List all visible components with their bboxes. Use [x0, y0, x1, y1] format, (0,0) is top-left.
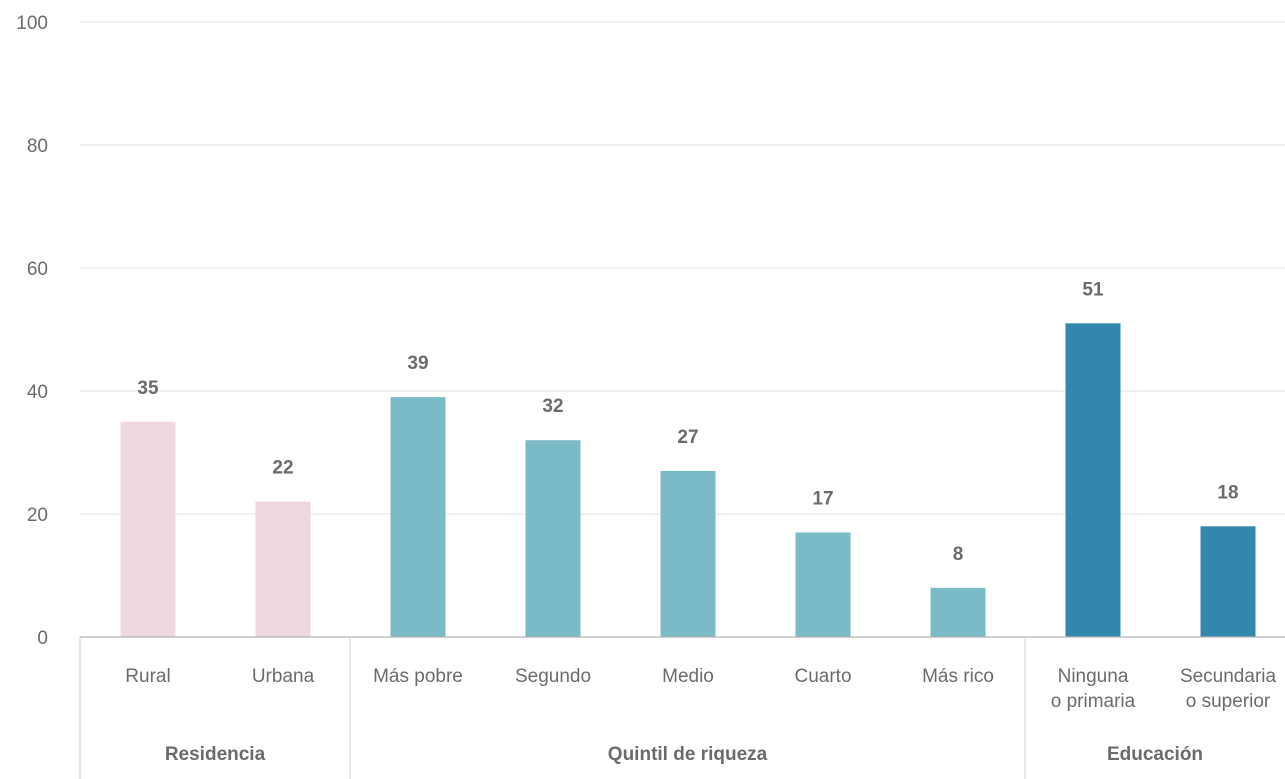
- y-tick-label: 60: [27, 259, 48, 280]
- category-label: Medio: [662, 666, 714, 687]
- category-label: Urbana: [252, 666, 315, 687]
- group-label: Residencia: [165, 744, 266, 765]
- group-label: Quintil de riqueza: [608, 744, 768, 765]
- value-label: 8: [953, 544, 964, 565]
- value-label: 51: [1082, 279, 1104, 300]
- category-label: Ninguna o primaria: [1051, 666, 1136, 712]
- value-label: 35: [137, 378, 159, 399]
- value-label: 22: [272, 458, 293, 479]
- category-label: Más rico: [922, 666, 994, 687]
- value-label: 39: [407, 353, 428, 374]
- bar: [1200, 526, 1256, 637]
- bar: [525, 440, 581, 637]
- bars: [120, 323, 1256, 637]
- category-labels: Rural Urbana Más pobre Segundo Medio Cuarto Má…: [125, 666, 1276, 712]
- y-tick-label: 40: [27, 382, 48, 403]
- y-axis-ticks: 0 20 40 60 80 100: [16, 13, 48, 649]
- category-label: Segundo: [515, 666, 591, 687]
- y-tick-label: 80: [27, 136, 48, 157]
- value-label: 32: [542, 396, 563, 417]
- bar: [390, 397, 446, 637]
- bar: [795, 532, 851, 637]
- value-label: 18: [1217, 482, 1238, 503]
- y-tick-label: 100: [16, 13, 48, 34]
- category-label: Cuarto: [794, 666, 851, 687]
- category-label: Secundaria o superior: [1180, 666, 1277, 712]
- bar: [255, 501, 311, 637]
- y-tick-label: 0: [37, 628, 48, 649]
- value-label: 17: [812, 488, 833, 509]
- group-separators: [79, 637, 1026, 779]
- group-label: Educación: [1107, 744, 1203, 765]
- bar: [120, 421, 176, 637]
- group-labels: Residencia Quintil de riqueza Educación: [165, 744, 1203, 765]
- category-label: Rural: [125, 666, 170, 687]
- value-labels: 35 22 39 32 27 17 8 51 18: [137, 279, 1238, 564]
- bar: [930, 587, 986, 637]
- bar: [1065, 323, 1121, 637]
- y-tick-label: 20: [27, 505, 48, 526]
- value-label: 27: [677, 427, 698, 448]
- bar: [660, 470, 716, 637]
- category-label: Más pobre: [373, 666, 463, 687]
